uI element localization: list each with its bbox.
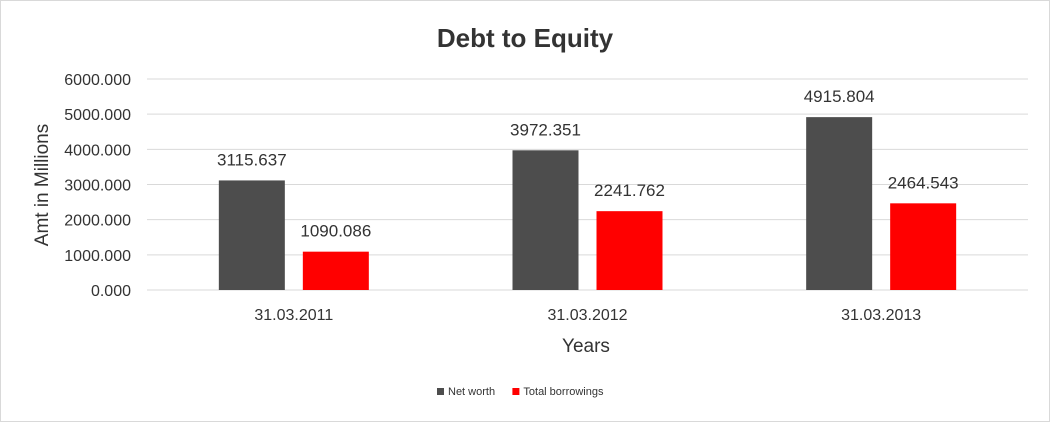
x-tick-label: 31.03.2013 [841, 307, 921, 324]
y-tick-label: 1000.000 [64, 248, 131, 265]
y-tick-label: 6000.000 [64, 72, 131, 89]
bar-net-worth [218, 180, 285, 290]
bar-net-worth [806, 117, 873, 290]
y-tick-label: 3000.000 [64, 178, 131, 195]
legend-label: Total borrowings [523, 386, 604, 398]
y-tick-label: 2000.000 [64, 213, 131, 230]
legend-swatch [512, 388, 520, 395]
bars [218, 117, 957, 290]
bar-total-borrowings [302, 251, 369, 290]
data-label: 2464.543 [888, 173, 959, 192]
y-tick-label: 5000.000 [64, 107, 131, 124]
data-label: 1090.086 [300, 222, 371, 241]
data-label: 3972.351 [510, 120, 581, 139]
y-tick-label: 0.000 [91, 283, 131, 300]
bar-total-borrowings [596, 211, 663, 290]
bar-total-borrowings [890, 203, 957, 290]
x-tick-label: 31.03.2011 [254, 307, 333, 324]
x-tick-label: 31.03.2012 [547, 307, 627, 324]
data-labels: 3115.637 1090.086 3972.351 2241.762 4915.804… [217, 87, 959, 241]
y-tick-label: 4000.000 [64, 142, 131, 159]
legend-label: Net worth [448, 386, 495, 398]
y-axis-ticks: 0.000 1000.000 2000.000 3000.000 4000.000 500… [64, 72, 131, 300]
legend-item: Total borrowings [512, 386, 604, 398]
data-label: 2241.762 [594, 181, 665, 200]
data-label: 4915.804 [804, 87, 875, 106]
y-axis-title: Amt in Millions [32, 124, 53, 246]
x-axis-ticks: 31.03.2011 31.03.2012 31.03.2013 [254, 307, 921, 324]
legend: Net worth Total borrowings [437, 386, 604, 398]
gridlines [147, 78, 1028, 291]
legend-item: Net worth [437, 386, 495, 398]
x-axis-title: Years [562, 336, 610, 357]
legend-swatch [437, 388, 444, 395]
bar-net-worth [512, 150, 579, 290]
data-label: 3115.637 [217, 150, 287, 169]
chart-title: Debt to Equity [437, 23, 614, 53]
